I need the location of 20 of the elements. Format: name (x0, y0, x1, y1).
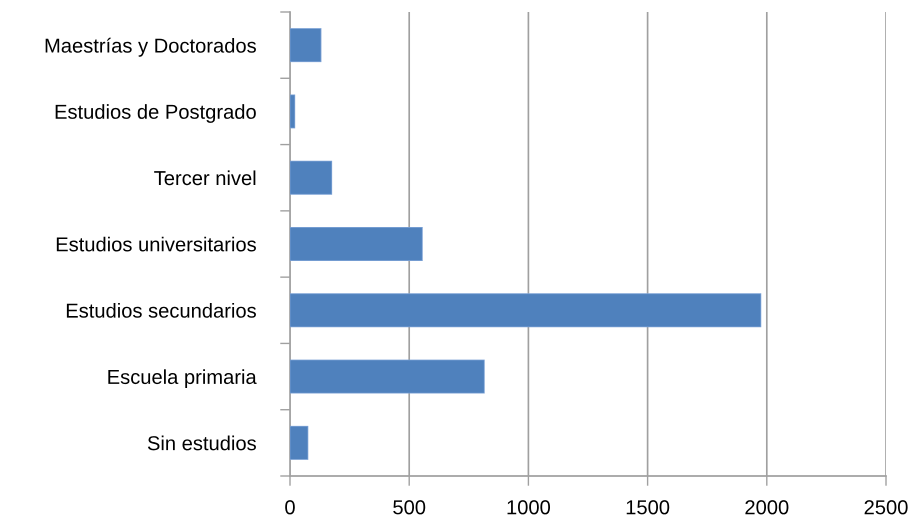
y-tick-label: Maestrías y Doctorados (46, 38, 256, 57)
x-tick-label: 1500 (626, 500, 670, 514)
y-tick-label: Sin estudios (148, 436, 256, 450)
bar (290, 227, 423, 261)
bar (290, 293, 762, 328)
y-tick-label: Estudios secundarios (66, 302, 256, 318)
bar (290, 360, 485, 394)
x-tick-label: 1000 (508, 500, 550, 514)
y-tick-label: Estudios universitarios (56, 236, 256, 252)
x-tick-label: 500 (393, 500, 426, 514)
x-tick-label: 2000 (745, 500, 788, 514)
y-tick-label: Estudios de Postgrado (56, 104, 256, 123)
x-tick-label: 0 (285, 500, 295, 514)
bar (290, 160, 332, 195)
y-tick-label: Escuela primaria (108, 369, 257, 388)
bar (290, 28, 322, 62)
y-tick-label: Tercer nivel (154, 170, 256, 186)
bar (290, 94, 296, 128)
x-tick-label: 2500 (864, 500, 908, 514)
bar (290, 426, 308, 460)
